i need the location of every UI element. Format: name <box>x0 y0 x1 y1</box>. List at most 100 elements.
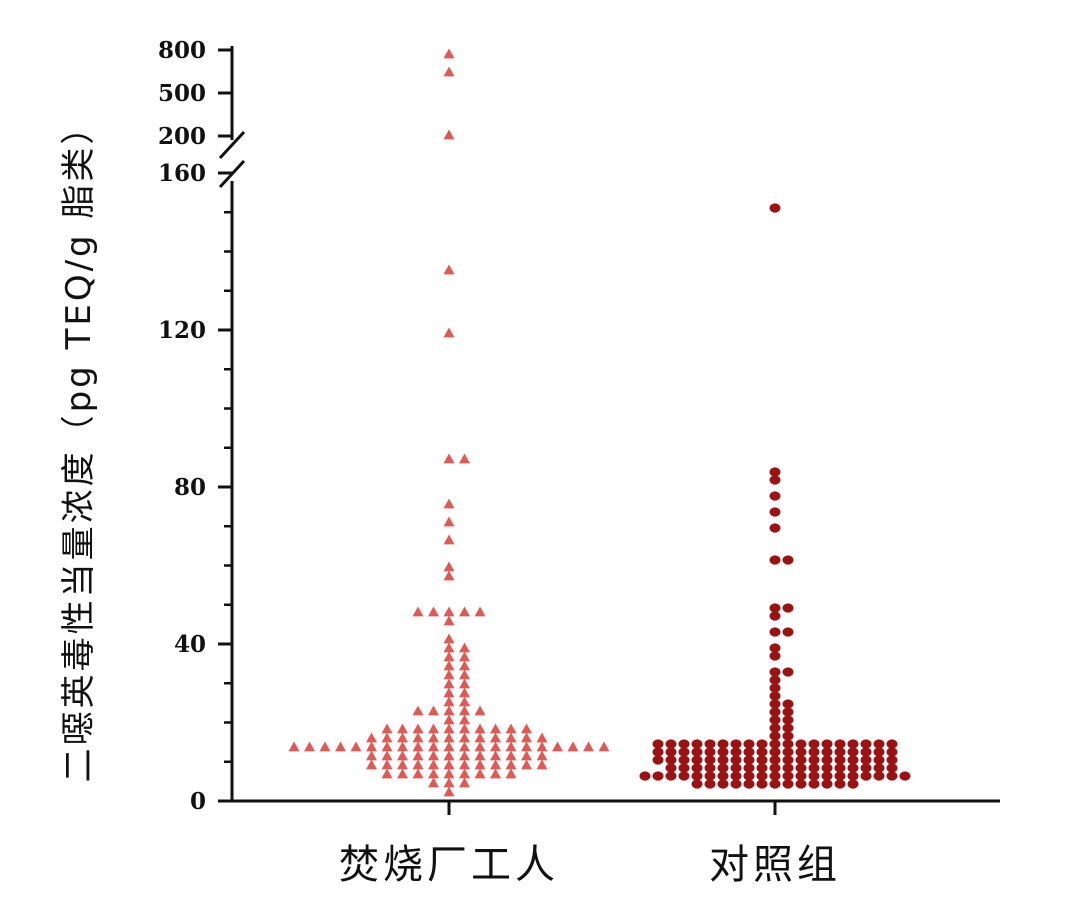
control-point <box>769 507 781 517</box>
control-point <box>730 779 742 789</box>
control-point <box>873 747 885 757</box>
control-point <box>756 779 768 789</box>
axis-labels: 二噁英毒性当量浓度（pg TEQ/g 脂类） 焚烧厂工人 对照组 <box>59 108 837 888</box>
workers-point <box>428 759 439 770</box>
control-point <box>834 755 846 765</box>
workers-point <box>443 453 455 464</box>
control-point <box>769 627 781 637</box>
control-point <box>821 747 833 757</box>
control-point <box>808 779 820 789</box>
workers-point <box>459 705 470 716</box>
control-point <box>769 691 781 701</box>
control-point <box>834 779 846 789</box>
workers-point <box>459 651 470 662</box>
workers-point <box>583 741 594 752</box>
control-point <box>743 747 755 757</box>
workers-point <box>521 741 532 752</box>
control-point <box>769 755 781 765</box>
data-points <box>288 48 911 797</box>
workers-point <box>490 741 501 752</box>
workers-point <box>443 759 455 770</box>
control-point <box>769 683 781 693</box>
control-point <box>665 739 677 749</box>
control-point <box>639 771 651 781</box>
workers-point <box>521 732 532 743</box>
control-point <box>769 667 781 677</box>
control-point <box>652 739 664 749</box>
workers-point <box>490 732 501 743</box>
workers-point <box>381 732 393 743</box>
control-point <box>717 739 729 749</box>
control-point <box>782 699 794 709</box>
control-point <box>691 763 703 773</box>
control-point <box>847 747 859 757</box>
control-point <box>769 467 781 477</box>
workers-point <box>459 732 470 743</box>
control-point <box>860 763 872 773</box>
workers-point <box>443 669 455 680</box>
workers-point <box>443 129 455 140</box>
workers-point <box>381 768 393 779</box>
workers-point <box>304 741 315 752</box>
control-point <box>743 771 755 781</box>
workers-point <box>412 732 424 743</box>
control-point <box>821 779 833 789</box>
control-point <box>782 723 794 733</box>
y-tick-label: 0 <box>190 788 206 815</box>
control-point <box>678 747 690 757</box>
control-point <box>769 739 781 749</box>
control-point <box>782 627 794 637</box>
workers-point <box>443 642 455 653</box>
workers-point <box>459 642 470 653</box>
workers-point <box>366 741 377 752</box>
workers-point <box>474 741 486 752</box>
control-point <box>665 755 677 765</box>
y-tick-label: 800 <box>158 37 206 64</box>
workers-point <box>443 48 455 59</box>
workers-point <box>505 768 517 779</box>
control-point <box>665 747 677 757</box>
control-point <box>782 739 794 749</box>
control-point <box>847 739 859 749</box>
control-point <box>795 747 807 757</box>
workers-point <box>428 723 439 734</box>
control-point <box>782 755 794 765</box>
axis-break-mark <box>218 130 246 160</box>
control-point <box>886 763 898 773</box>
control-point <box>678 763 690 773</box>
workers-point <box>397 741 408 752</box>
control-point <box>769 491 781 501</box>
control-point <box>769 475 781 485</box>
control-point <box>886 739 898 749</box>
workers-point <box>443 741 455 752</box>
control-point <box>769 715 781 725</box>
workers-point <box>443 687 455 698</box>
workers-point <box>459 669 470 680</box>
workers-point <box>443 327 455 338</box>
workers-point <box>443 498 455 509</box>
control-point <box>691 739 703 749</box>
workers-point <box>521 759 532 770</box>
control-point <box>769 723 781 733</box>
control-point <box>704 779 716 789</box>
control-point <box>795 779 807 789</box>
control-point <box>691 771 703 781</box>
y-tick-label: 120 <box>158 317 206 344</box>
control-point <box>782 715 794 725</box>
workers-point <box>412 741 424 752</box>
control-point <box>769 731 781 741</box>
control-point <box>873 763 885 773</box>
control-point <box>704 771 716 781</box>
control-point <box>873 755 885 765</box>
control-point <box>730 771 742 781</box>
control-point <box>821 755 833 765</box>
control-point <box>665 763 677 773</box>
workers-point <box>459 741 470 752</box>
control-point <box>899 771 911 781</box>
control-point <box>665 771 677 781</box>
workers-point <box>474 750 486 761</box>
workers-point <box>474 732 486 743</box>
workers-point <box>412 750 424 761</box>
workers-point <box>366 750 377 761</box>
workers-point <box>474 768 486 779</box>
